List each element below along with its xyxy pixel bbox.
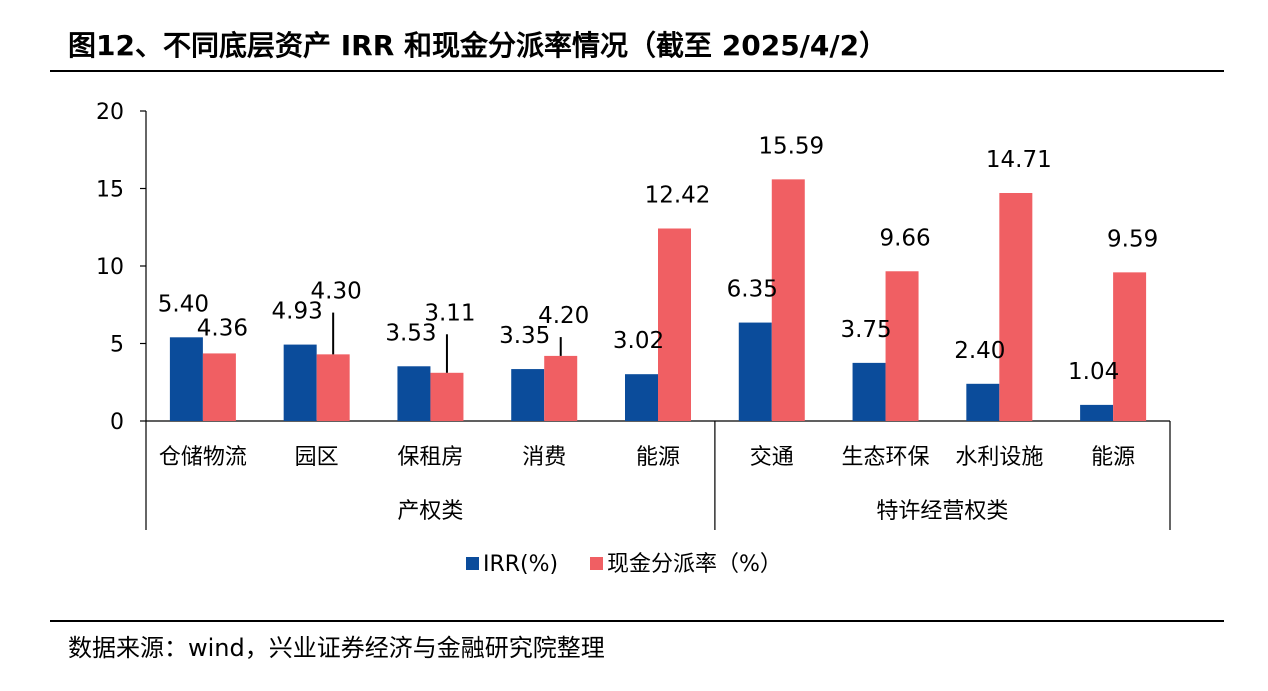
bar-irr [1080,404,1114,421]
bar-distribution-rate [658,228,691,421]
data-label-irr: 3.35 [499,323,550,349]
chart-data-labels: 5.404.36 4.934.30 3.533.11 3.354.20 3.02 12.4… [158,133,1158,385]
bar-distribution-rate [885,271,919,421]
bar-distribution-rate [430,372,464,421]
bar-distribution-rate [1113,272,1147,421]
y-tick-label: 10 [96,255,124,280]
bar-irr [625,374,658,421]
legend-swatch [466,557,479,570]
chart-bars [169,179,1147,421]
bar-irr [397,366,431,421]
data-label-distribution-rate: 4.36 [197,315,248,341]
bar-distribution-rate [771,179,805,421]
source-note: 数据来源：wind，兴业证券经济与金融研究院整理 [68,634,605,662]
data-label-distribution-rate: 4.30 [311,279,362,305]
group-label: 特许经营权类 [876,499,1008,524]
data-label-irr: 2.40 [954,338,1005,364]
category-label: 仓储物流 [159,445,247,470]
bar-distribution-rate [544,355,578,421]
bar-distribution-rate [999,192,1033,421]
data-label-irr: 3.75 [840,317,891,343]
data-label-irr: 4.93 [272,299,323,325]
title-rule [50,70,1224,72]
data-label-distribution-rate: 4.20 [538,303,589,329]
chart-category-labels: 产权类 特许经营权类 仓储物流 园区 保租房 消费 能源 交通 生态环保 水利设施 能源 [159,445,1135,524]
bar-irr [511,369,545,421]
data-label-irr: 6.35 [727,277,778,303]
data-label-distribution-rate: 3.11 [424,300,475,326]
y-tick-label: 0 [110,410,124,435]
bar-distribution-rate [202,353,236,421]
legend-swatch [590,557,603,570]
bar-distribution-rate [316,354,350,421]
category-label: 保租房 [397,445,463,470]
bar-irr [283,344,317,421]
group-label: 产权类 [397,499,463,524]
bar-irr [852,362,886,421]
data-label-irr: 5.40 [158,291,209,317]
chart-legend: IRR(%) 现金分派率（%） [466,552,782,577]
bar-chart: 0 5 10 15 20 5.404.36 4.934.30 3.533.11 3.354.2… [96,100,1171,577]
category-label: 消费 [522,445,566,470]
y-tick-label: 20 [96,100,124,125]
category-label: 园区 [295,445,339,470]
data-label-distribution-rate: 9.59 [1107,226,1158,252]
bar-irr [738,322,772,421]
category-label: 水利设施 [955,445,1043,470]
data-label-distribution-rate: 15.59 [758,133,824,159]
category-label: 生态环保 [842,445,930,470]
y-tick-label: 15 [96,178,124,203]
bar-irr [966,383,1000,421]
chart-title: 图12、不同底层资产 IRR 和现金分派率情况（截至 2025/4/2） [68,29,888,62]
legend-label: IRR(%) [483,552,558,577]
legend-label: 现金分派率（%） [607,552,782,577]
category-label: 能源 [1091,445,1135,470]
bar-irr [169,337,203,421]
data-label-distribution-rate: 12.42 [645,182,711,208]
data-label-distribution-rate: 9.66 [879,225,930,251]
source-rule [50,620,1224,622]
category-label: 交通 [750,445,794,470]
data-label-irr: 1.04 [1068,359,1119,385]
data-label-distribution-rate: 14.71 [986,147,1052,173]
data-label-irr: 3.02 [613,328,664,354]
category-label: 能源 [636,445,680,470]
y-tick-label: 5 [110,333,124,358]
data-label-irr: 3.53 [385,320,436,346]
